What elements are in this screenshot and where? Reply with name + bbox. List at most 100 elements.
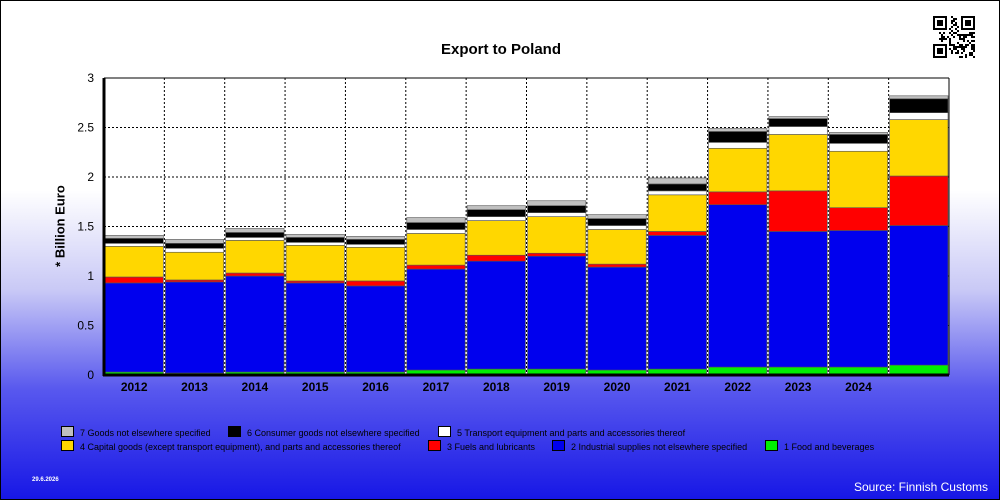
- bar-segment: [406, 268, 466, 371]
- bar-segment: [828, 134, 888, 144]
- bar-segment: [285, 242, 345, 246]
- bar-segment: [708, 191, 768, 206]
- date-label: 29.6.2026: [32, 477, 59, 483]
- bar-segment: [889, 98, 949, 113]
- bar-segment: [104, 246, 164, 278]
- bar-segment: [406, 217, 466, 223]
- bar-segment: [466, 220, 526, 256]
- bar-segment: [647, 194, 707, 232]
- x-tick-label: 2024: [845, 380, 872, 394]
- bar-segment: [466, 209, 526, 217]
- legend-label: 5 Transport equipment and parts and acce…: [457, 428, 686, 438]
- bar-segment: [527, 216, 587, 254]
- x-tick-label: 2012: [121, 380, 148, 394]
- bar-segment: [527, 255, 587, 370]
- bar-segment: [104, 243, 164, 247]
- bar-segment: [587, 263, 647, 268]
- bar-segment: [587, 218, 647, 226]
- bar-segment: [708, 204, 768, 368]
- bar-segment: [225, 232, 285, 238]
- x-tick-label: 2020: [604, 380, 631, 394]
- y-tick-label: 3: [87, 71, 94, 85]
- bar-segment: [104, 238, 164, 244]
- legend-swatch: [228, 426, 241, 437]
- bar-segment: [466, 216, 526, 221]
- bar-segment: [889, 112, 949, 120]
- legend-label: 6 Consumer goods not elsewhere specified: [247, 428, 420, 438]
- bar-segment: [225, 237, 285, 241]
- bar-segment: [647, 231, 707, 236]
- x-tick-label: 2015: [302, 380, 329, 394]
- y-tick-label: 0: [87, 368, 94, 382]
- bar-segment: [768, 116, 828, 119]
- bar-segment: [889, 95, 949, 100]
- bar-segment: [708, 147, 768, 193]
- bar-segment: [285, 234, 345, 238]
- legend-swatch: [61, 426, 74, 437]
- bar-segment: [527, 212, 587, 217]
- bar-segment: [828, 132, 888, 135]
- source-label: Source: Finnish Customs: [853, 480, 988, 494]
- bar-segment: [165, 243, 225, 249]
- bar-segment: [768, 126, 828, 135]
- legend-label: 3 Fuels and lubricants: [447, 442, 536, 452]
- x-tick-label: 2022: [724, 380, 751, 394]
- bar-segment: [828, 207, 888, 231]
- legend-swatch: [61, 440, 74, 451]
- bar-segment: [587, 229, 647, 265]
- legend-swatch: [438, 426, 451, 437]
- x-tick-label: 2016: [362, 380, 389, 394]
- bar-segment: [285, 237, 345, 243]
- bar-segment: [406, 233, 466, 266]
- bar-segment: [225, 275, 285, 373]
- bar-segment: [285, 282, 345, 373]
- bar-segment: [828, 143, 888, 152]
- bar-segment: [647, 235, 707, 370]
- chart-title: Export to Poland: [441, 41, 561, 58]
- bar-segment: [647, 177, 707, 185]
- bar-segment: [104, 282, 164, 373]
- bar-segment: [768, 231, 828, 368]
- x-tick-label: 2019: [543, 380, 570, 394]
- bar-segment: [587, 225, 647, 230]
- bar-segment: [466, 260, 526, 370]
- x-tick-label: 2018: [483, 380, 510, 394]
- x-tick-label: 2013: [181, 380, 208, 394]
- bar-segment: [466, 254, 526, 262]
- bar-segment: [346, 246, 406, 282]
- bar-segment: [104, 235, 164, 239]
- bar-segment: [889, 225, 949, 366]
- bar-segment: [527, 252, 587, 257]
- bar-segment: [768, 118, 828, 127]
- legend-label: 2 Industrial supplies not elsewhere spec…: [571, 442, 748, 452]
- bar-segment: [165, 281, 225, 374]
- legend-label: 4 Capital goods (except transport equipm…: [80, 442, 401, 452]
- y-tick-label: 2: [87, 170, 94, 184]
- bar-segment: [828, 230, 888, 368]
- bar-segment: [768, 190, 828, 232]
- bar-segment: [708, 131, 768, 143]
- bar-segment: [587, 214, 647, 219]
- bar-segment: [406, 264, 466, 270]
- bar-segment: [104, 276, 164, 284]
- y-tick-label: 0.5: [77, 319, 94, 333]
- bar-segment: [346, 236, 406, 240]
- y-tick-label: 2.5: [77, 121, 94, 135]
- bar-segment: [406, 229, 466, 234]
- x-tick-label: 2017: [423, 380, 450, 394]
- bar-segment: [225, 228, 285, 233]
- bar-segment: [406, 222, 466, 230]
- bar-segment: [165, 247, 225, 253]
- bar-segment: [708, 142, 768, 149]
- x-tick-label: 2023: [785, 380, 812, 394]
- bar-segment: [708, 128, 768, 132]
- qr-code-icon: [931, 14, 977, 60]
- bar-segment: [527, 205, 587, 213]
- bar-segment: [527, 200, 587, 207]
- bar-segment: [285, 245, 345, 282]
- bar-segment: [647, 183, 707, 192]
- bar-segment: [828, 150, 888, 208]
- bar-segment: [346, 285, 406, 373]
